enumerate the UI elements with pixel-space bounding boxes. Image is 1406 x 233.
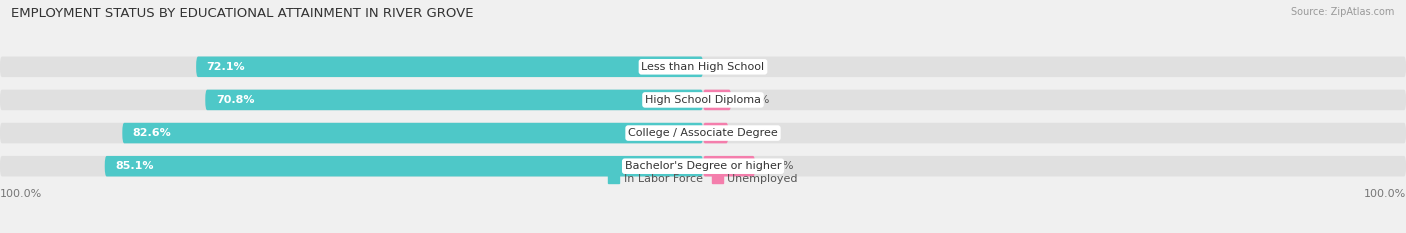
FancyBboxPatch shape bbox=[122, 123, 703, 143]
Text: 4.0%: 4.0% bbox=[742, 95, 770, 105]
Text: Source: ZipAtlas.com: Source: ZipAtlas.com bbox=[1291, 7, 1395, 17]
Text: High School Diploma: High School Diploma bbox=[645, 95, 761, 105]
Text: 0.0%: 0.0% bbox=[713, 62, 742, 72]
Text: 70.8%: 70.8% bbox=[217, 95, 254, 105]
Text: EMPLOYMENT STATUS BY EDUCATIONAL ATTAINMENT IN RIVER GROVE: EMPLOYMENT STATUS BY EDUCATIONAL ATTAINM… bbox=[11, 7, 474, 20]
Text: 7.4%: 7.4% bbox=[765, 161, 794, 171]
Text: 100.0%: 100.0% bbox=[1364, 189, 1406, 199]
FancyBboxPatch shape bbox=[703, 123, 728, 143]
Legend: In Labor Force, Unemployed: In Labor Force, Unemployed bbox=[603, 169, 803, 188]
Text: 85.1%: 85.1% bbox=[115, 161, 153, 171]
Text: 82.6%: 82.6% bbox=[134, 128, 172, 138]
Text: Bachelor's Degree or higher: Bachelor's Degree or higher bbox=[624, 161, 782, 171]
Text: 3.6%: 3.6% bbox=[740, 128, 768, 138]
FancyBboxPatch shape bbox=[105, 156, 703, 176]
Text: Less than High School: Less than High School bbox=[641, 62, 765, 72]
FancyBboxPatch shape bbox=[703, 90, 731, 110]
FancyBboxPatch shape bbox=[0, 90, 1406, 110]
FancyBboxPatch shape bbox=[0, 57, 1406, 77]
Text: 72.1%: 72.1% bbox=[207, 62, 245, 72]
FancyBboxPatch shape bbox=[0, 156, 1406, 176]
Text: College / Associate Degree: College / Associate Degree bbox=[628, 128, 778, 138]
FancyBboxPatch shape bbox=[205, 90, 703, 110]
Text: 100.0%: 100.0% bbox=[0, 189, 42, 199]
FancyBboxPatch shape bbox=[703, 156, 755, 176]
FancyBboxPatch shape bbox=[197, 57, 703, 77]
FancyBboxPatch shape bbox=[0, 123, 1406, 143]
